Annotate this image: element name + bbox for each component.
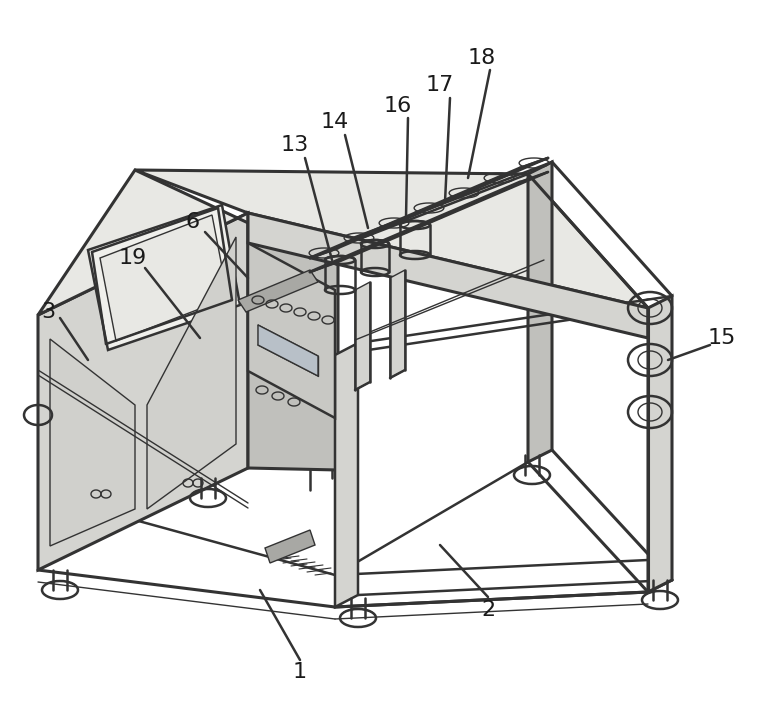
Text: 2: 2 (481, 600, 495, 620)
Text: 16: 16 (384, 96, 412, 116)
Polygon shape (248, 243, 335, 418)
Polygon shape (38, 213, 248, 570)
Text: 1: 1 (293, 662, 307, 682)
Text: 3: 3 (41, 302, 55, 322)
Polygon shape (248, 213, 648, 338)
Polygon shape (135, 170, 648, 308)
Text: 17: 17 (426, 75, 454, 95)
Polygon shape (100, 215, 228, 341)
Text: 19: 19 (119, 248, 147, 268)
Polygon shape (335, 343, 358, 607)
Text: 15: 15 (708, 328, 736, 348)
Polygon shape (390, 270, 405, 378)
Polygon shape (248, 213, 338, 470)
Polygon shape (528, 162, 552, 462)
Text: 13: 13 (281, 135, 309, 155)
Polygon shape (648, 296, 672, 592)
Polygon shape (258, 325, 318, 376)
Text: 18: 18 (468, 48, 496, 68)
Polygon shape (88, 205, 240, 350)
Polygon shape (238, 270, 318, 312)
Polygon shape (355, 282, 370, 390)
Polygon shape (147, 237, 236, 509)
Text: 14: 14 (320, 112, 349, 132)
Polygon shape (38, 170, 338, 315)
Polygon shape (265, 530, 315, 563)
Text: 6: 6 (186, 212, 200, 232)
Polygon shape (50, 339, 135, 546)
